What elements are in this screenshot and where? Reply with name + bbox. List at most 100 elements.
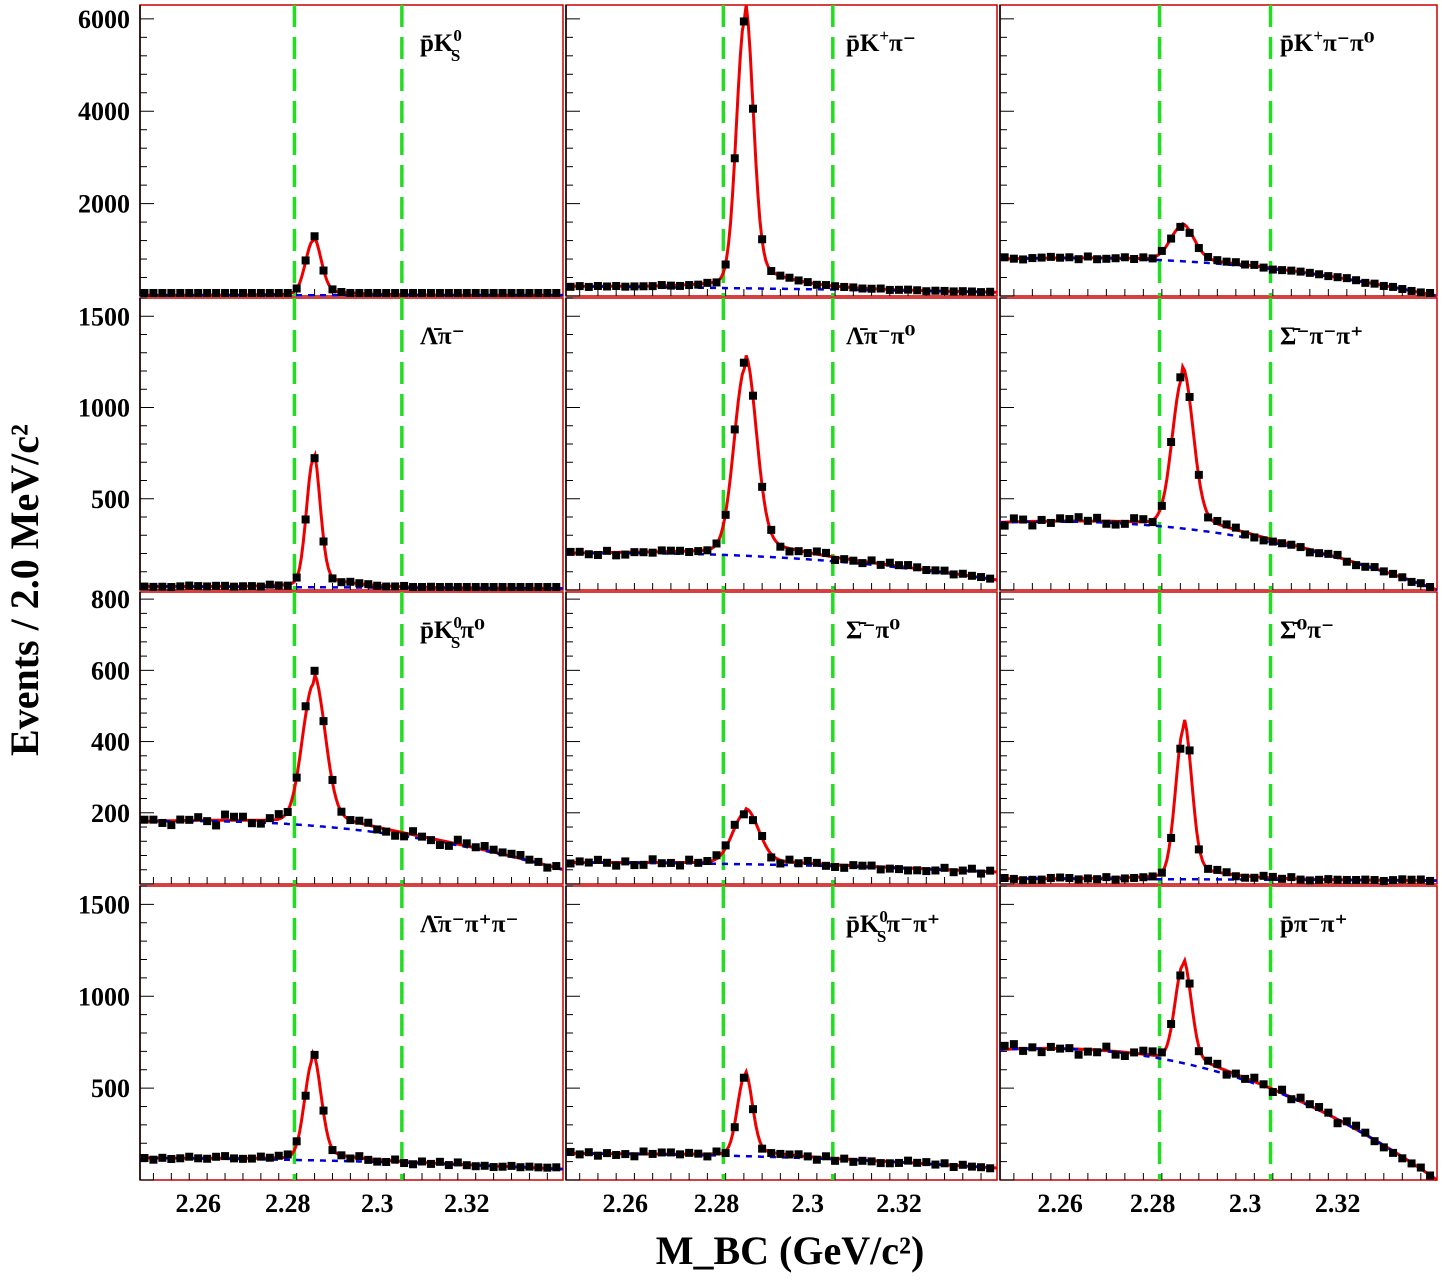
data-point [648,1149,657,1158]
data-point [489,1163,498,1172]
data-point [575,857,584,866]
data-point [453,583,462,591]
data-point [1268,537,1277,546]
data-point [821,1152,830,1161]
data-point [894,865,903,874]
data-point [603,1149,612,1158]
data-point [621,857,630,866]
channel-label-main: Σ̄⁰π⁻ [1280,617,1334,644]
data-point [1120,1051,1129,1060]
data-point [666,281,675,290]
data-point [158,289,167,297]
data-point [176,289,185,297]
data-point [894,1158,903,1167]
data-point [301,1091,310,1100]
data-point [1222,868,1231,877]
panel-4: 500 1000 1500 Λ̄π⁻ [78,297,564,591]
data-point [212,821,221,830]
data-point [593,550,602,559]
data-point [462,583,471,591]
data-point [967,571,976,580]
data-point [721,1149,730,1158]
data-point [1009,514,1018,523]
channel-label-main: Λ̄π⁻ [420,323,465,350]
data-point [247,819,256,828]
data-point [958,287,967,296]
data-point [462,1161,471,1170]
data-point [1416,875,1425,884]
data-point [1278,266,1287,275]
data-point [967,864,976,873]
data-point [1361,875,1370,884]
data-point [794,1150,803,1159]
data-point [1426,1171,1435,1180]
data-point [391,289,400,297]
data-point [1426,583,1435,591]
data-point [516,850,525,859]
data-point [1194,845,1203,854]
data-point [940,566,949,575]
data-point [1315,549,1324,558]
data-point [534,289,543,297]
data-point [685,281,694,290]
panel-frame [565,591,998,885]
data-point [364,818,373,827]
data-point [221,810,230,819]
data-point [885,558,894,567]
data-point [185,815,194,824]
data-point [149,289,158,297]
data-point [1370,1137,1379,1146]
data-point [1305,548,1314,557]
channel-label-main: p̄K [846,911,880,938]
data-point [876,560,885,569]
panel-3: p̄K+π⁻π⁰ [999,4,1438,298]
data-point [1130,514,1139,523]
data-point [1416,579,1425,588]
channel-label-sub: S [877,927,886,946]
data-point [849,556,858,565]
data-point [986,287,995,296]
data-point [894,561,903,570]
data-point [1398,1154,1407,1163]
data-point [274,289,283,297]
data-point [904,1156,913,1165]
data-point [603,282,612,291]
background-fit-curve [999,520,1438,592]
data-point [1000,1041,1009,1050]
data-point [1065,515,1074,524]
data-point [967,1162,976,1171]
data-point [922,287,931,296]
data-point [176,1154,185,1163]
data-point [977,1163,986,1172]
channel-label-rest: π⁰ [460,617,485,644]
data-point [1222,257,1231,266]
data-point [1231,523,1240,532]
data-point [593,855,602,864]
channel-label-rest: π⁻π⁺ [886,911,940,938]
total-fit-curve [566,4,997,294]
data-point [185,289,194,297]
data-point [958,569,967,578]
data-point [603,546,612,555]
data-point [657,859,666,868]
data-point [265,1153,274,1162]
channel-label-sub: S [451,633,460,652]
data-point [630,861,639,870]
data-point [1019,255,1028,264]
data-point [721,510,730,519]
data-point [328,574,337,583]
data-point [400,1159,409,1168]
data-point [1370,876,1379,885]
channel-label: Σ̄⁰π⁻ [1280,617,1334,644]
data-point [1241,260,1250,269]
panel-frame [999,591,1438,885]
data-point [516,1163,525,1172]
data-point [885,864,894,873]
data-point [1352,1121,1361,1130]
data-point [1213,256,1222,265]
panel-9: Σ̄⁰π⁻ [999,591,1438,885]
data-point [812,1155,821,1164]
data-point [1167,438,1176,447]
data-point [1287,540,1296,549]
